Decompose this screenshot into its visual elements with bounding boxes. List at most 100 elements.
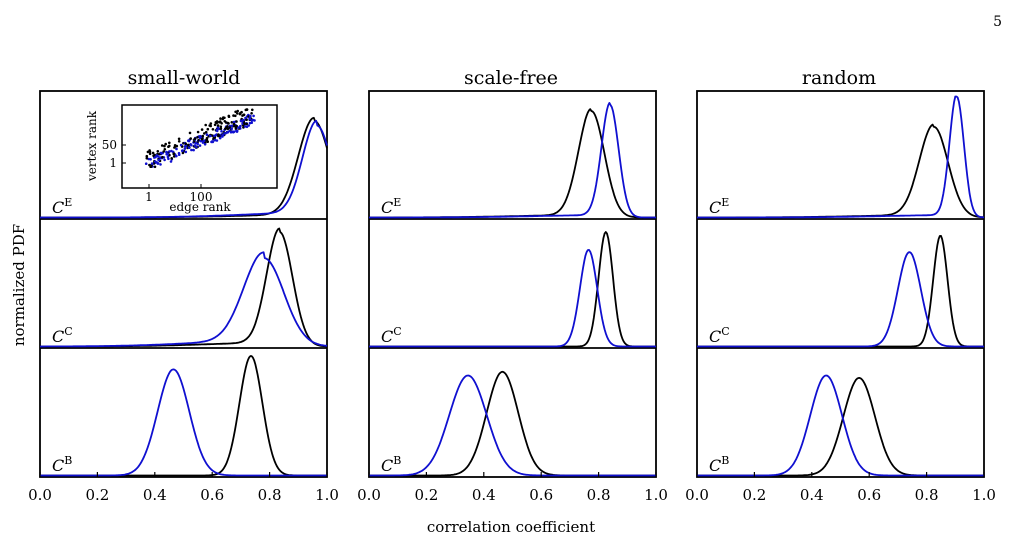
panel-grid: CE CC CB CE CC CB CE CC CB <box>39 90 985 478</box>
density-curve-black <box>697 377 984 477</box>
density-curve-blue <box>369 374 656 477</box>
x-tick-label: 0.2 <box>742 486 766 504</box>
inset-point-black <box>211 128 215 131</box>
inset-point-blue <box>226 130 230 134</box>
inset-point-black <box>201 134 205 138</box>
row-label: CE <box>709 196 729 217</box>
inset-point-blue <box>193 144 197 147</box>
density-curve-blue <box>40 251 328 348</box>
inset-point-black <box>172 155 176 158</box>
inset-point-black <box>213 123 217 127</box>
x-tick-label: 0.6 <box>200 486 224 504</box>
row-label: CE <box>52 196 72 217</box>
inset-point-black <box>193 137 197 140</box>
inset-point-blue <box>168 150 171 153</box>
row-label: CB <box>52 454 72 475</box>
inset-points <box>144 108 256 169</box>
density-curve-black <box>369 370 656 477</box>
inset-point-blue <box>249 114 252 118</box>
column-title-small-world: small-world <box>128 67 241 89</box>
inset-point-blue <box>232 130 236 133</box>
panel-frame-col-1 <box>368 90 657 478</box>
inset-scatter: 1 50 1 100 edge rank vertex rank <box>85 104 278 214</box>
inset-point-blue <box>237 126 240 129</box>
inset-point-black <box>173 146 176 149</box>
inset-point-black <box>215 121 218 125</box>
inset-point-blue <box>205 133 209 136</box>
x-tick-label: 0.8 <box>587 486 611 504</box>
inset-ytick-label-50: 50 <box>102 138 117 152</box>
density-curve-black <box>40 227 328 348</box>
inset-point-black <box>168 141 171 145</box>
inset-point-black <box>219 127 223 130</box>
density-curve-black <box>369 108 656 219</box>
inset-point-black <box>205 138 209 141</box>
x-tick-labels: 0.0 0.2 0.4 0.6 0.8 1.0 0.0 0.2 0.4 0.6 0.8 1.0 0.0 0… <box>28 472 996 504</box>
inset-point-blue <box>166 153 170 156</box>
inset-point-black <box>251 108 254 112</box>
panel-frame-col-2 <box>696 90 985 478</box>
inset-point-black <box>163 148 167 151</box>
inset-point-black <box>151 151 155 155</box>
inset-point-blue <box>192 148 195 152</box>
inset-point-black <box>148 149 151 152</box>
row-label: CC <box>709 325 730 346</box>
x-tick-label: 1.0 <box>644 486 668 504</box>
inset-point-blue <box>144 162 148 165</box>
inset-point-blue <box>187 146 191 149</box>
inset-point-blue <box>230 127 233 130</box>
inset-point-blue <box>199 139 202 143</box>
inset-point-black <box>206 140 209 143</box>
inset-point-black <box>203 132 206 135</box>
inset-point-blue <box>157 158 160 162</box>
inset-point-blue <box>241 118 245 122</box>
inset-point-black <box>187 143 190 147</box>
inset-point-blue <box>166 155 170 159</box>
inset-point-black <box>245 108 249 111</box>
inset-point-black <box>160 144 164 147</box>
inset-point-black <box>204 130 208 134</box>
density-curve-black <box>40 355 327 477</box>
x-tick-label: 1.0 <box>315 486 339 504</box>
inset-point-black <box>146 150 150 154</box>
inset-point-black <box>156 150 160 153</box>
x-tick-label: 1.0 <box>972 486 996 504</box>
inset-ylabel: vertex rank <box>85 110 99 182</box>
density-curve-black <box>369 231 656 348</box>
inset-xtick-label-1: 1 <box>145 190 153 204</box>
inset-point-blue <box>243 125 247 128</box>
inset-point-black <box>209 122 213 125</box>
row-label: CB <box>381 454 401 475</box>
inset-point-blue <box>198 144 202 147</box>
inset-point-blue <box>175 154 178 158</box>
inset-point-blue <box>201 141 205 144</box>
inset-point-black <box>227 115 231 118</box>
inset-point-black <box>220 122 223 125</box>
inset-point-black <box>224 127 227 131</box>
inset-point-black <box>242 113 246 117</box>
inset-point-black <box>234 114 237 118</box>
x-tick-label: 0.6 <box>529 486 553 504</box>
row-label: CE <box>381 196 401 217</box>
inset-point-black <box>226 127 230 131</box>
inset-point-black <box>206 127 210 131</box>
x-tick-label: 0.2 <box>414 486 438 504</box>
inset-point-blue <box>195 145 198 149</box>
inset-point-black <box>245 122 249 126</box>
inset-point-black <box>226 121 230 125</box>
density-curve-blue <box>40 368 327 477</box>
inset-point-black <box>145 154 149 158</box>
inset-point-black <box>218 120 221 124</box>
inset-point-black <box>161 155 164 159</box>
inset-point-black <box>196 130 200 134</box>
inset-point-black <box>200 137 204 141</box>
inset-point-blue <box>244 116 247 120</box>
inset-point-blue <box>180 149 184 153</box>
inset-point-black <box>208 124 211 127</box>
density-curve-black <box>697 235 984 348</box>
inset-point-blue <box>184 150 188 154</box>
inset-point-blue <box>183 145 187 148</box>
inset-point-black <box>177 140 181 143</box>
x-axis-label: correlation coefficient <box>427 518 595 536</box>
inset-point-blue <box>213 138 217 142</box>
